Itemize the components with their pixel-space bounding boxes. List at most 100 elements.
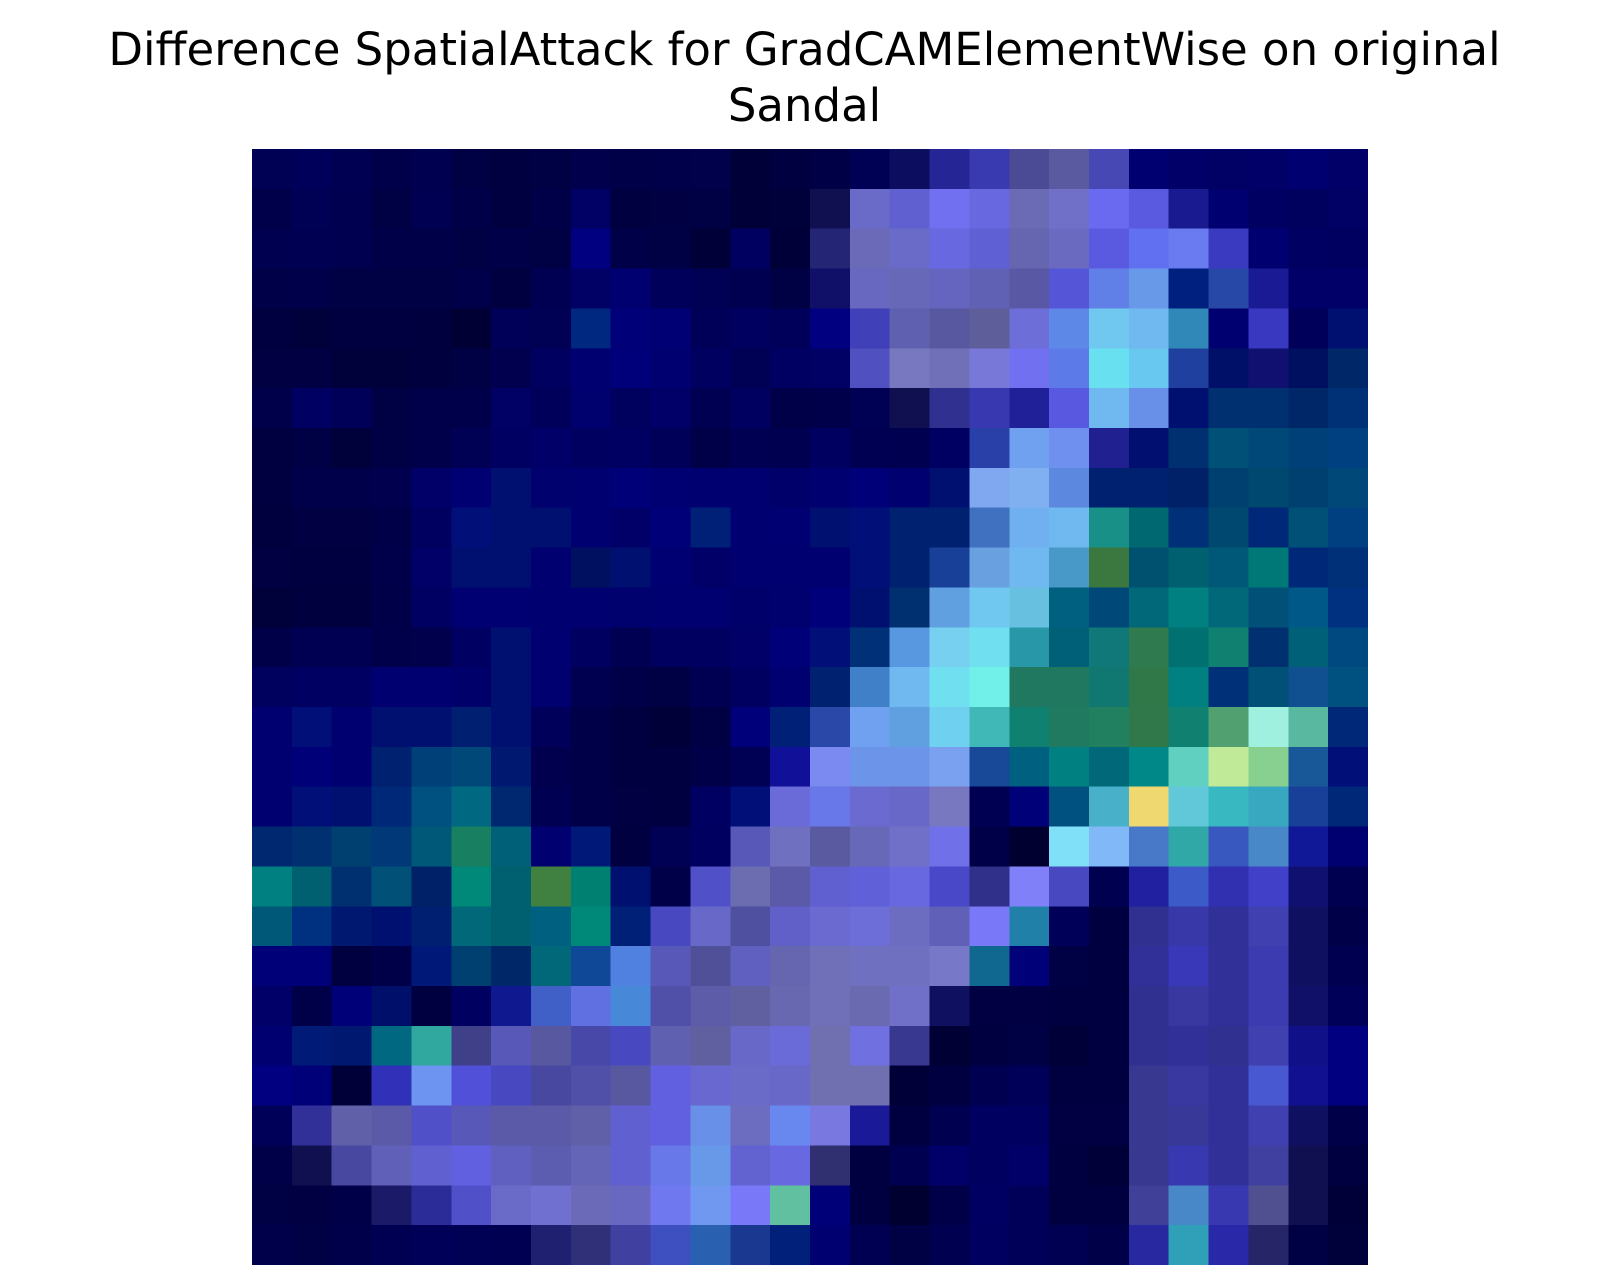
heatmap-cell	[411, 467, 452, 509]
heatmap-cell	[969, 388, 1010, 429]
heatmap-cell	[1128, 707, 1170, 748]
heatmap-cell	[451, 1105, 492, 1147]
heatmap-cell	[1208, 627, 1250, 668]
heatmap-cell	[610, 986, 652, 1027]
heatmap-cell	[531, 627, 572, 668]
heatmap-cell	[1049, 627, 1090, 668]
heatmap-cell	[770, 308, 811, 349]
heatmap-cell	[531, 149, 572, 190]
heatmap-cell	[889, 388, 931, 429]
heatmap-cell	[690, 268, 731, 310]
heatmap-cell	[1089, 1185, 1130, 1226]
heatmap-cell	[491, 707, 532, 748]
heatmap-cell	[411, 268, 452, 310]
heatmap-cell	[1049, 906, 1090, 947]
chart-title: Difference SpatialAttack for GradCAMElem…	[0, 22, 1609, 134]
heatmap-cell	[770, 667, 811, 708]
heatmap-cell	[810, 547, 851, 589]
heatmap-cell	[1009, 986, 1050, 1027]
heatmap-cell	[889, 228, 931, 270]
heatmap-cell	[849, 467, 891, 509]
heatmap-cell	[889, 467, 931, 509]
heatmap-cell	[331, 866, 373, 907]
heatmap-cell	[969, 707, 1010, 748]
heatmap-cell	[331, 986, 373, 1027]
heatmap-cell	[889, 1025, 931, 1067]
heatmap-cell	[1128, 1225, 1170, 1265]
heatmap-cell	[690, 627, 731, 668]
heatmap-cell	[610, 946, 652, 987]
heatmap-cell	[650, 388, 692, 429]
heatmap-cell	[491, 188, 532, 230]
heatmap-cell	[1328, 507, 1368, 549]
heatmap-cell	[1208, 188, 1250, 230]
heatmap-cell	[969, 627, 1010, 668]
heatmap-cell	[889, 268, 931, 310]
heatmap-cell	[1288, 188, 1329, 230]
heatmap-cell	[690, 547, 731, 589]
heatmap-cell	[1009, 946, 1050, 987]
heatmap-cell	[570, 986, 612, 1027]
heatmap-cell	[929, 746, 971, 788]
heatmap-cell	[531, 667, 572, 708]
heatmap-cell	[1049, 786, 1090, 828]
heatmap-cell	[1248, 627, 1289, 668]
heatmap-cell	[291, 188, 333, 230]
heatmap-cell	[451, 467, 492, 509]
heatmap-cell	[252, 507, 293, 549]
heatmap-cell	[770, 627, 811, 668]
heatmap-cell	[770, 188, 811, 230]
heatmap-cell	[1049, 746, 1090, 788]
heatmap-cell	[252, 268, 293, 310]
heatmap-cell	[849, 507, 891, 549]
heatmap-cell	[411, 786, 452, 828]
heatmap-cell	[252, 1065, 293, 1107]
heatmap-cell	[1288, 946, 1329, 987]
heatmap-cell	[1248, 746, 1289, 788]
heatmap-cell	[1208, 1065, 1250, 1107]
heatmap-cell	[849, 388, 891, 429]
heatmap-cell	[650, 906, 692, 947]
heatmap-cell	[570, 1065, 612, 1107]
heatmap-cell	[730, 1105, 771, 1147]
heatmap-cell	[1208, 667, 1250, 708]
heatmap-cell	[1168, 467, 1210, 509]
heatmap-cell	[969, 308, 1010, 349]
heatmap-cell	[650, 587, 692, 628]
heatmap-cell	[491, 667, 532, 708]
heatmap-cell	[770, 428, 811, 469]
heatmap-cell	[1168, 348, 1210, 389]
heatmap-cell	[411, 866, 452, 907]
heatmap-cell	[1208, 348, 1250, 389]
heatmap-cell	[291, 228, 333, 270]
heatmap-cell	[291, 268, 333, 310]
heatmap-cell	[690, 906, 731, 947]
heatmap-cell	[889, 1225, 931, 1265]
heatmap-cell	[889, 348, 931, 389]
heatmap-cell	[331, 906, 373, 947]
heatmap-cell	[849, 707, 891, 748]
heatmap-cell	[929, 149, 971, 190]
heatmap-cell	[411, 627, 452, 668]
heatmap-cell	[1288, 1105, 1329, 1147]
heatmap-cell	[1009, 149, 1050, 190]
heatmap-cell	[650, 1185, 692, 1226]
heatmap-cell	[929, 1025, 971, 1067]
heatmap-cell	[451, 826, 492, 868]
heatmap-cell	[1009, 906, 1050, 947]
heatmap-cell	[331, 1145, 373, 1186]
heatmap-cell	[929, 1225, 971, 1265]
heatmap-cell	[491, 388, 532, 429]
heatmap-cell	[929, 308, 971, 349]
heatmap-cell	[810, 587, 851, 628]
heatmap-cell	[770, 986, 811, 1027]
heatmap-cell	[252, 149, 293, 190]
heatmap-cell	[1248, 866, 1289, 907]
heatmap-cell	[570, 866, 612, 907]
heatmap-cell	[1049, 268, 1090, 310]
heatmap-cell	[770, 1145, 811, 1186]
heatmap-cell	[1168, 866, 1210, 907]
heatmap-cell	[849, 547, 891, 589]
heatmap-cell	[610, 188, 652, 230]
heatmap-cell	[291, 467, 333, 509]
